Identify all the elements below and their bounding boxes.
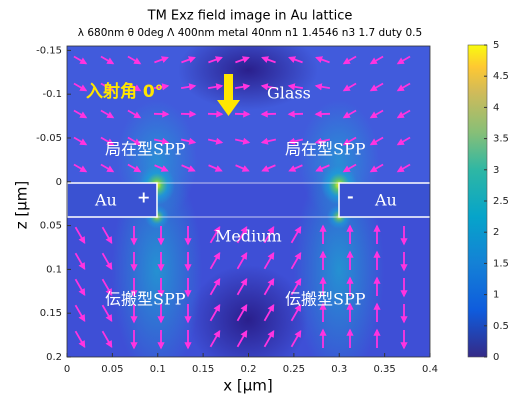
annotation: 局在型SPP [285,140,366,159]
annotation: + [137,188,150,207]
colorbar-tick-label: 2.5 [493,196,508,207]
colorbar-tick-label: 1.5 [493,258,508,269]
y-tick-label: 0 [56,177,62,188]
annotation: 局在型SPP [105,140,186,159]
x-tick-label: 0.05 [101,364,123,375]
x-tick-label: 0 [64,364,70,375]
y-axis-label: z [μm] [13,181,31,230]
colorbar-tick-label: 0.5 [493,321,508,332]
y-tick-label: 0.1 [46,264,62,275]
annotation: - [347,187,354,206]
x-tick-label: 0.1 [150,364,166,375]
colorbar-tick-label: 1 [493,290,499,301]
x-tick-label: 0.3 [331,364,347,375]
y-tick-label: -0.1 [42,89,62,100]
y-tick-label: -0.05 [36,133,62,144]
annotation: Medium [215,227,282,246]
x-tick-label: 0.35 [373,364,395,375]
annotation: 入射角 0° [86,81,163,102]
y-tick-label: 0.05 [40,221,62,232]
x-tick-label: 0.4 [422,364,438,375]
y-tick-label: -0.15 [36,45,62,56]
colorbar-tick-label: 5 [493,40,499,51]
annotation: 伝搬型SPP [105,290,186,309]
chart-title: TM Exz field image in Au lattice [147,9,353,24]
colorbar-tick-label: 2 [493,227,499,238]
annotation: Au [374,191,397,210]
colorbar-tick-label: 3 [493,165,499,176]
colorbar-tick-label: 3.5 [493,134,508,145]
colorbar-tick-label: 4.5 [493,71,508,82]
y-tick-label: 0.2 [46,352,62,363]
x-tick-label: 0.25 [283,364,305,375]
x-tick-label: 0.15 [192,364,214,375]
annotation: Au [94,191,117,210]
x-axis-label: x [μm] [223,377,273,395]
annotation: 伝搬型SPP [285,290,366,309]
annotation: Glass [267,84,311,103]
colorbar-tick-label: 4 [493,102,499,113]
y-tick-label: 0.15 [40,308,62,319]
x-tick-label: 0.2 [241,364,257,375]
chart-subtitle: λ 680nm θ 0deg Λ 400nm metal 40nm n1 1.4… [78,27,422,39]
colorbar-tick-label: 0 [493,352,499,363]
